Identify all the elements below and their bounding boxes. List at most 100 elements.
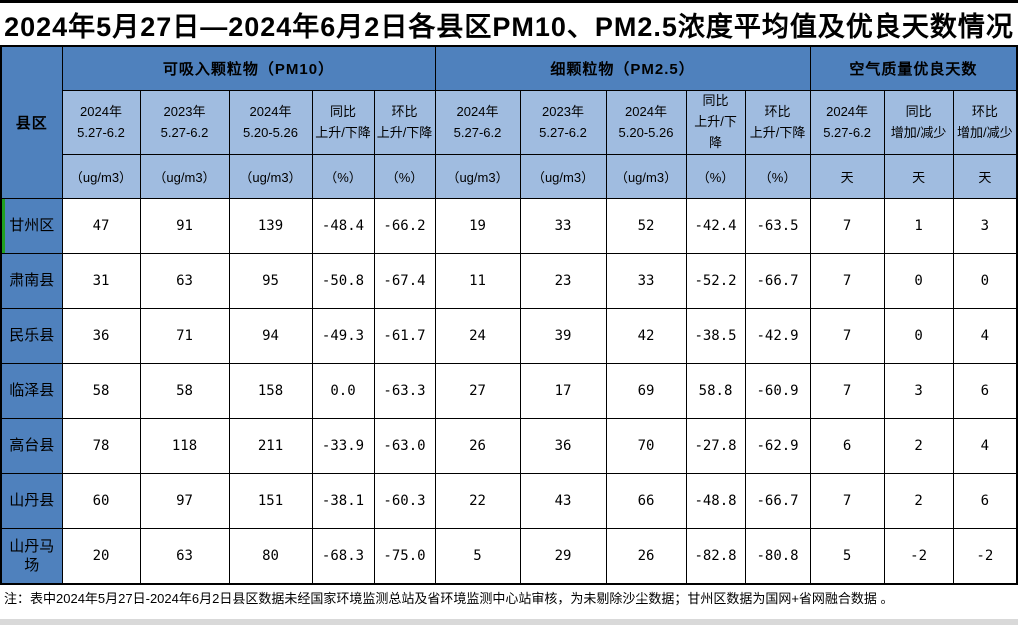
data-cell: -42.4 (685, 198, 746, 254)
data-cell: 22 (434, 473, 521, 529)
data-cell: -63.3 (373, 363, 436, 419)
data-cell: 80 (228, 528, 313, 585)
data-cell: 11 (434, 253, 521, 309)
data-cell: 36 (61, 308, 141, 364)
data-cell: -67.4 (373, 253, 436, 309)
data-cell: 158 (228, 363, 313, 419)
data-cell: -63.5 (744, 198, 811, 254)
data-cell: 7 (809, 198, 885, 254)
period-header: 2024年 5.27-6.2 (434, 90, 521, 155)
unit-header: （ug/m3） (228, 154, 313, 199)
data-cell: 3 (952, 198, 1018, 254)
unit-header: （ug/m3） (519, 154, 607, 199)
data-cell: -80.8 (744, 528, 811, 585)
data-cell: 139 (228, 198, 313, 254)
unit-header: 天 (952, 154, 1018, 199)
table-row: 甘州区 47 91 139 -48.4 -66.2 19 33 52 -42.4 -63.5 7 1 3 (0, 198, 1018, 254)
data-cell: 23 (519, 253, 607, 309)
county-label: 肃南县 (0, 253, 63, 309)
unit-header: （ug/m3） (139, 154, 230, 199)
data-cell: -33.9 (311, 418, 375, 474)
period-header: 2024年 5.20-5.26 (605, 90, 687, 155)
data-cell: -82.8 (685, 528, 746, 585)
data-cell: 78 (61, 418, 141, 474)
data-cell: 3 (883, 363, 954, 419)
data-cell: 118 (139, 418, 230, 474)
data-cell: -75.0 (373, 528, 436, 585)
bottom-gray-strip (0, 619, 1018, 625)
group-header-pm10: 可吸入颗粒物（PM10） (61, 45, 436, 91)
period-header-row: 2024年 5.27-6.2 2023年 5.27-6.2 2024年 5.20… (1, 90, 1018, 155)
group-header-good-days: 空气质量优良天数 (809, 45, 1018, 91)
county-label: 山丹县 (0, 473, 63, 529)
group-header-pm25: 细颗粒物（PM2.5） (434, 45, 811, 91)
unit-header: （%） (311, 154, 375, 199)
data-cell: -49.3 (311, 308, 375, 364)
data-cell: 7 (809, 363, 885, 419)
data-cell: -62.9 (744, 418, 811, 474)
data-cell: 33 (519, 198, 607, 254)
data-cell: 69 (605, 363, 687, 419)
unit-header: （%） (744, 154, 811, 199)
unit-header: （%） (373, 154, 436, 199)
period-header: 2024年 5.20-5.26 (228, 90, 313, 155)
data-cell: 63 (139, 253, 230, 309)
county-label: 山丹马场 (0, 528, 63, 585)
unit-header-row: （ug/m3） （ug/m3） （ug/m3） （%） （%） （ug/m3） … (1, 154, 1018, 199)
data-cell: 42 (605, 308, 687, 364)
data-cell: 6 (809, 418, 885, 474)
data-cell: -2 (883, 528, 954, 585)
data-cell: 26 (605, 528, 687, 585)
period-header: 同比 上升/下降 (311, 90, 375, 155)
table-row: 山丹县 60 97 151 -38.1 -60.3 22 43 66 -48.8 -66.7 7 2 6 (0, 473, 1018, 529)
data-cell: -38.1 (311, 473, 375, 529)
group-header-row: 县区 可吸入颗粒物（PM10） 细颗粒物（PM2.5） 空气质量优良天数 (0, 45, 1018, 199)
period-header: 同比 上升/下降 (685, 90, 746, 155)
county-label: 高台县 (0, 418, 63, 474)
county-label: 甘州区 (0, 198, 63, 254)
data-cell: -66.7 (744, 253, 811, 309)
data-cell: 5 (434, 528, 521, 585)
data-cell: -38.5 (685, 308, 746, 364)
unit-header: （ug/m3） (434, 154, 521, 199)
data-cell: 1 (883, 198, 954, 254)
top-border-line (0, 0, 1018, 3)
data-cell: 7 (809, 473, 885, 529)
data-cell: 91 (139, 198, 230, 254)
unit-header: 天 (809, 154, 885, 199)
unit-header: （ug/m3） (605, 154, 687, 199)
table-row: 民乐县 36 71 94 -49.3 -61.7 24 39 42 -38.5 -42.9 7 0 4 (0, 308, 1018, 364)
data-cell: 2 (883, 473, 954, 529)
data-cell: 5 (809, 528, 885, 585)
data-cell: 60 (61, 473, 141, 529)
data-cell: 0 (952, 253, 1018, 309)
data-cell: -63.0 (373, 418, 436, 474)
data-cell: 47 (61, 198, 141, 254)
data-cell: 20 (61, 528, 141, 585)
data-cell: -60.3 (373, 473, 436, 529)
footnote: 注：表中2024年5月27日-2024年6月2日县区数据未经国家环境监测总站及省… (4, 591, 894, 606)
period-header: 2024年 5.27-6.2 (809, 90, 885, 155)
period-header: 环比 增加/减少 (952, 90, 1018, 155)
data-cell: 39 (519, 308, 607, 364)
data-cell: 31 (61, 253, 141, 309)
data-cell: 19 (434, 198, 521, 254)
data-cell: 71 (139, 308, 230, 364)
data-cell: -52.2 (685, 253, 746, 309)
data-cell: 52 (605, 198, 687, 254)
data-cell: 17 (519, 363, 607, 419)
data-cell: 0.0 (311, 363, 375, 419)
county-column-header: 县区 (0, 45, 63, 199)
unit-header: （ug/m3） (61, 154, 141, 199)
data-cell: -48.4 (311, 198, 375, 254)
data-cell: 27 (434, 363, 521, 419)
data-cell: 43 (519, 473, 607, 529)
period-header: 2024年 5.27-6.2 (61, 90, 141, 155)
data-cell: 66 (605, 473, 687, 529)
data-cell: 58 (139, 363, 230, 419)
period-header: 环比 上升/下降 (744, 90, 811, 155)
data-cell: 7 (809, 308, 885, 364)
data-cell: 4 (952, 418, 1018, 474)
data-cell: 24 (434, 308, 521, 364)
data-cell: 0 (883, 253, 954, 309)
